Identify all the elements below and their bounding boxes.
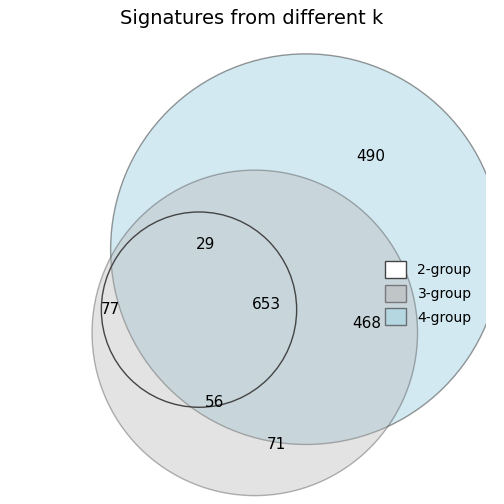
- Text: 490: 490: [356, 149, 386, 164]
- Text: 77: 77: [101, 302, 120, 317]
- Title: Signatures from different k: Signatures from different k: [120, 9, 384, 28]
- Text: 56: 56: [205, 395, 224, 410]
- Text: 29: 29: [196, 237, 215, 252]
- Text: 653: 653: [253, 297, 281, 312]
- Circle shape: [111, 54, 501, 445]
- Legend: 2-group, 3-group, 4-group: 2-group, 3-group, 4-group: [386, 261, 472, 326]
- Circle shape: [92, 170, 417, 495]
- Text: 71: 71: [267, 437, 286, 452]
- Text: 468: 468: [352, 316, 381, 331]
